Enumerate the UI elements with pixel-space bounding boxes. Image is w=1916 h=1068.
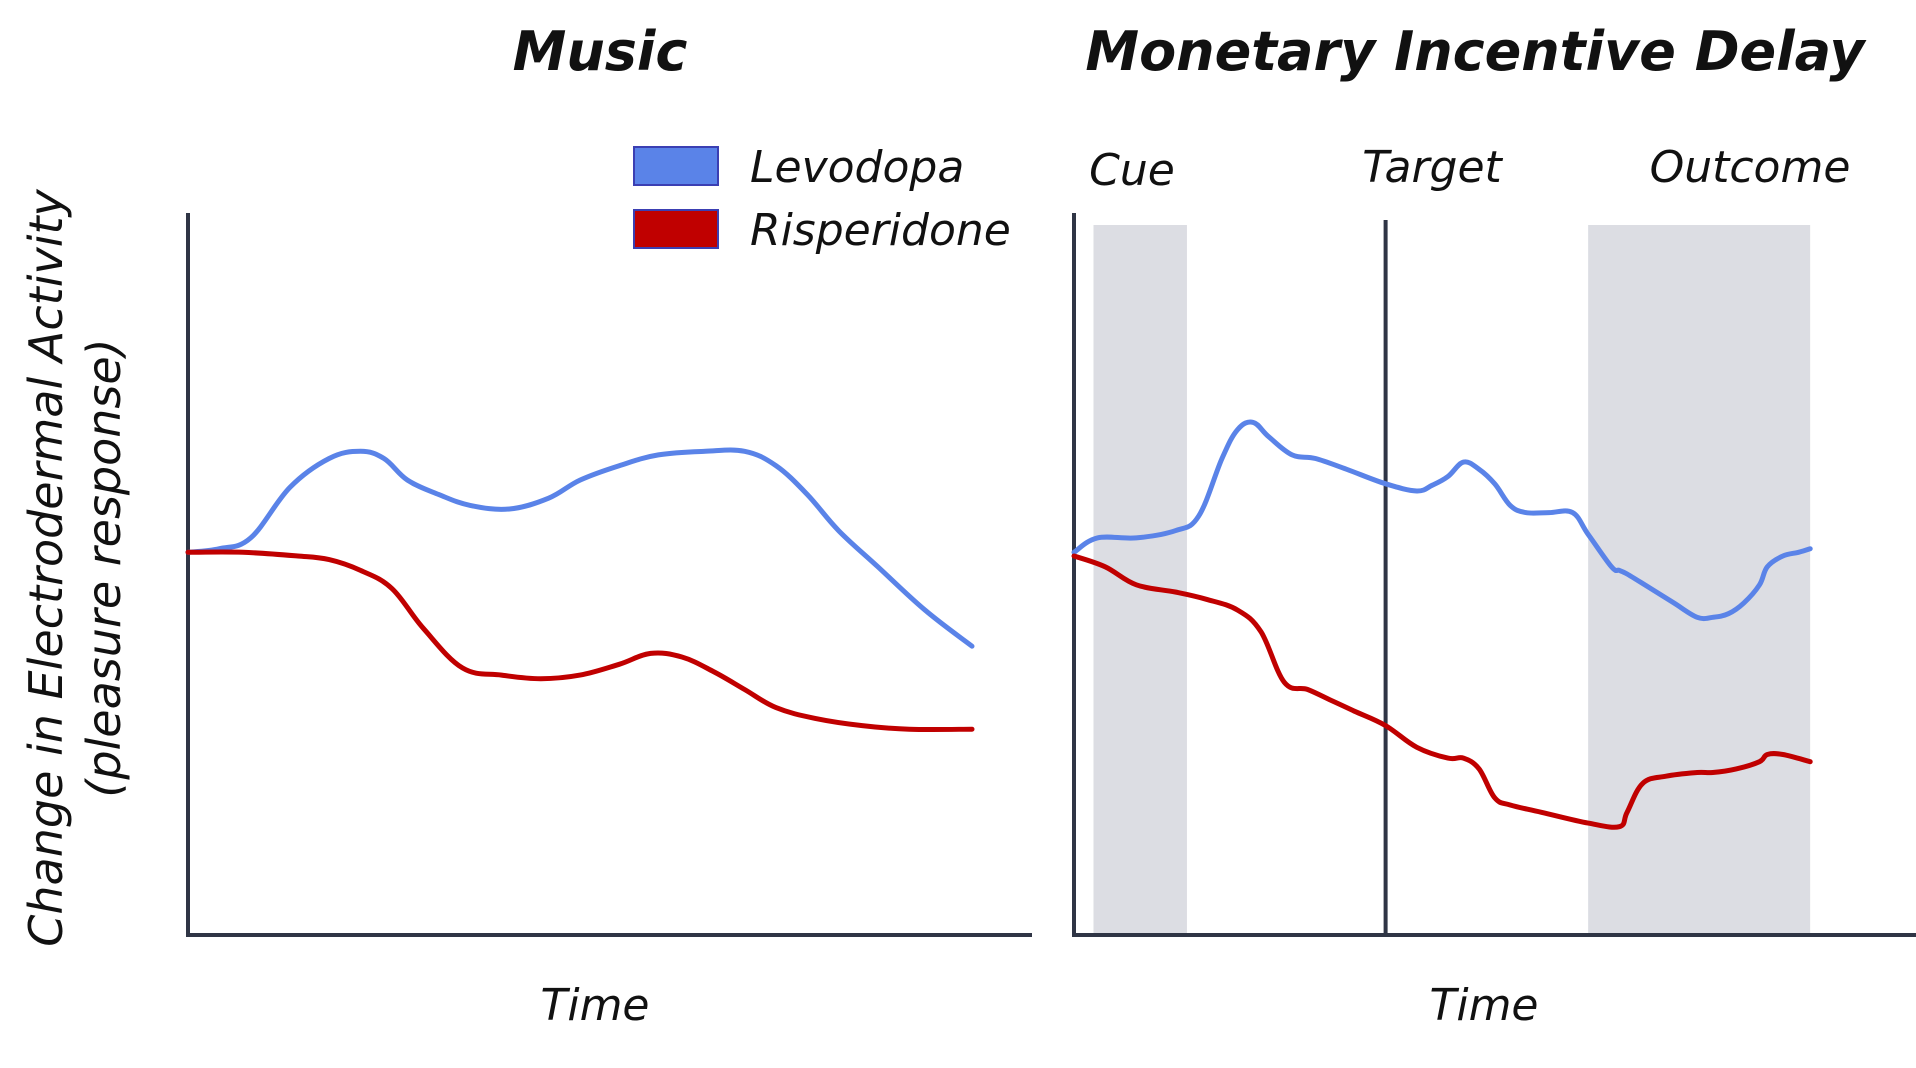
music-line-levodopa (185, 447, 975, 649)
mid-series-layer (1071, 419, 1813, 830)
mid-axes (1072, 213, 1916, 937)
legend-label-levodopa: Levodopa (750, 142, 964, 193)
mid-panel-title: Monetary Incentive Delay (1085, 20, 1867, 83)
legend: Levodopa Risperidone (633, 142, 1011, 256)
mid-line-levodopa (1071, 419, 1813, 622)
phase-shade-cue (1093, 225, 1187, 935)
y-axis-label-line-1: Change in Electrodermal Activity (19, 188, 73, 946)
music-axes (186, 213, 1032, 937)
phase-label-cue: Cue (1089, 145, 1175, 196)
mid-x-axis-label: Time (1429, 980, 1538, 1031)
legend-swatch-levodopa (633, 146, 719, 186)
phase-label-outcome: Outcome (1650, 142, 1851, 193)
music-series-layer (185, 447, 975, 733)
y-axis-label-line-2: (pleasure response) (77, 338, 131, 797)
phase-layer (1093, 220, 1811, 935)
legend-label-risperidone: Risperidone (750, 205, 1011, 256)
mid-line-risperidone (1071, 553, 1813, 830)
phase-label-target: Target (1362, 142, 1503, 193)
legend-swatch-risperidone (633, 209, 719, 249)
music-line-risperidone (185, 549, 975, 733)
music-x-axis-label: Time (540, 980, 649, 1031)
y-axis-label: Change in Electrodermal Activity (pleasu… (19, 188, 131, 946)
music-panel-title: Music (513, 20, 688, 83)
